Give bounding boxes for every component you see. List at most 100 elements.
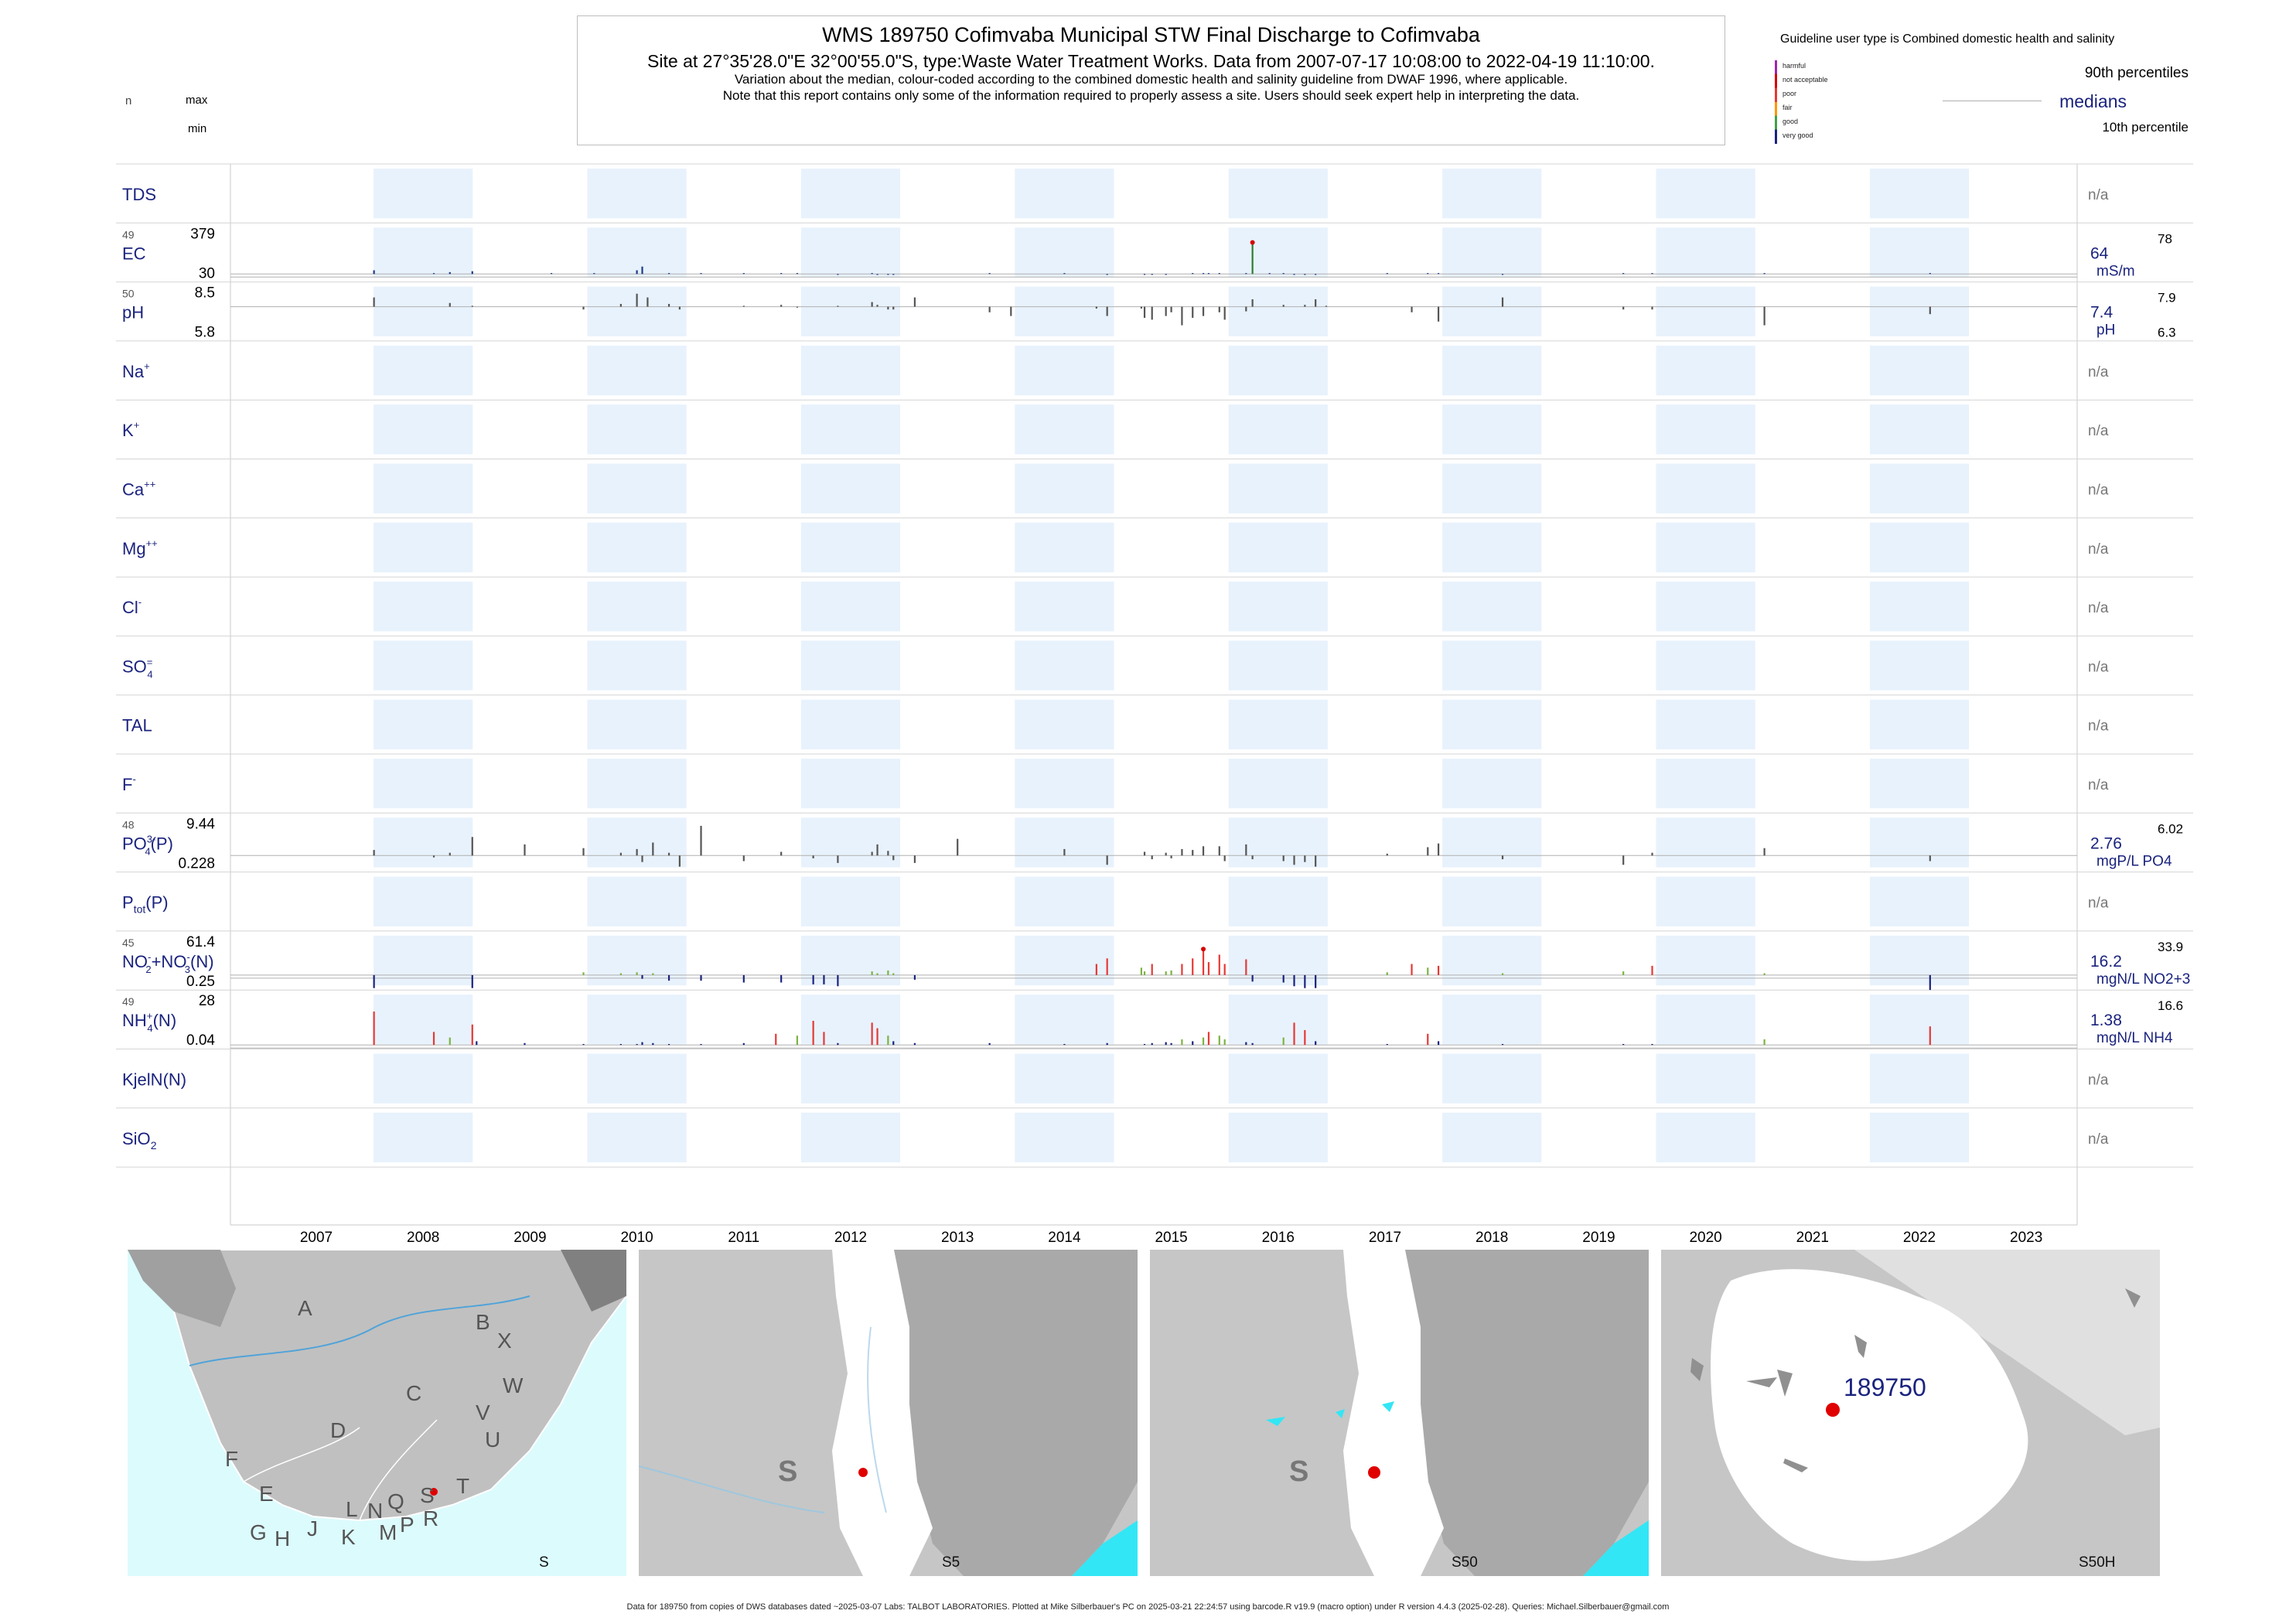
year-band — [1869, 227, 1970, 278]
row-label-ca: Ca++ — [122, 479, 155, 500]
map-panel-south-africa: A B X W C V U D T F E S G H J L N Q R K … — [128, 1250, 626, 1576]
s50h-map — [1690, 1250, 2160, 1561]
year-band — [1015, 522, 1114, 573]
row-min-ec: 30 — [199, 265, 215, 281]
row-median-nh4: 1.38 — [2090, 1012, 2122, 1029]
corner-n-label: n — [125, 94, 132, 107]
row-n-nh4: 49 — [122, 995, 135, 1008]
x-tick-label: 2014 — [1048, 1230, 1081, 1246]
year-band — [800, 1112, 901, 1163]
year-band — [1656, 817, 1755, 868]
year-band — [587, 699, 687, 749]
row-label-ph: pH — [122, 303, 144, 322]
year-band — [587, 935, 687, 986]
year-band — [587, 1053, 687, 1104]
map-letter-e: E — [259, 1482, 274, 1506]
row-p90-nh4: 16.6 — [2158, 998, 2183, 1013]
year-band — [1442, 227, 1542, 278]
x-tick-label: 2021 — [1796, 1230, 1829, 1246]
guideline-title: Guideline user type is Combined domestic… — [1780, 32, 2115, 46]
year-band — [1015, 640, 1114, 691]
map-letter-l: L — [346, 1497, 358, 1521]
row-na-f: n/a — [2088, 777, 2109, 793]
year-band — [1015, 169, 1114, 219]
year-band — [1869, 1112, 1970, 1163]
row-na-kjeln: n/a — [2088, 1073, 2109, 1089]
row-median-nox: 16.2 — [2090, 953, 2122, 971]
map-letter-v: V — [476, 1401, 490, 1424]
year-band — [587, 169, 687, 219]
map-letter-u: U — [485, 1428, 501, 1452]
year-band — [374, 640, 473, 691]
year-band — [1656, 995, 1755, 1045]
map-region-s50: S — [1289, 1455, 1309, 1488]
year-band — [1015, 759, 1114, 809]
year-band — [1656, 404, 1755, 455]
legend-10th-percentile: 10th percentile — [2102, 120, 2189, 135]
year-band — [1442, 699, 1542, 749]
year-band — [800, 227, 901, 278]
row-unit-nh4: mgN/L NH4 — [2096, 1030, 2173, 1046]
year-band — [1442, 522, 1542, 573]
row-na-sio2: n/a — [2088, 1131, 2109, 1148]
year-band — [800, 169, 901, 219]
row-min-ph: 5.8 — [195, 325, 215, 341]
year-band — [1869, 699, 1970, 749]
row-min-nox: 0.25 — [186, 974, 215, 990]
row-p90-ph: 7.9 — [2158, 291, 2176, 305]
year-band — [800, 1053, 901, 1104]
row-n-ec: 49 — [122, 228, 135, 241]
x-tick-label: 2016 — [1262, 1230, 1295, 1246]
year-band — [1442, 169, 1542, 219]
row-label-tds: TDS — [122, 185, 156, 204]
map-letter-k: K — [341, 1525, 356, 1549]
header-note-disclaimer: Note that this report contains only some… — [722, 88, 1580, 103]
year-band — [1656, 522, 1755, 573]
guideline-legend: harmful not acceptable poor fair good ve… — [1775, 59, 1860, 145]
year-band — [374, 463, 473, 513]
year-band — [374, 404, 473, 455]
year-band — [1869, 345, 1970, 396]
year-band — [374, 1053, 473, 1104]
row-label-ec: EC — [122, 244, 146, 263]
map-panel-label-s50: S50 — [1452, 1554, 1478, 1571]
legend-fair: fair — [1783, 104, 1793, 111]
year-band — [1015, 935, 1114, 986]
year-band — [1015, 227, 1114, 278]
year-band — [587, 1112, 687, 1163]
year-band — [1228, 817, 1328, 868]
max-marker — [1250, 240, 1255, 245]
year-band — [374, 169, 473, 219]
year-band — [1015, 995, 1114, 1045]
page-subtitle: Site at 27°35'28.0"E 32°00'55.0"S, type:… — [647, 51, 1655, 71]
year-band — [1869, 169, 1970, 219]
row-label-so4: SO= 4 — [122, 656, 153, 680]
year-band — [1869, 1053, 1970, 1104]
year-band — [1228, 1112, 1328, 1163]
year-band — [800, 286, 901, 336]
row-unit-nox: mgN/L NO2+3 — [2096, 971, 2190, 988]
year-band — [587, 876, 687, 926]
row-label-na: Na+ — [122, 360, 150, 381]
year-band — [1656, 169, 1755, 219]
year-band — [1228, 1053, 1328, 1104]
map-letter-d: D — [330, 1418, 346, 1442]
year-band — [1656, 699, 1755, 749]
south-africa-map — [128, 1250, 626, 1522]
row-na-mg: n/a — [2088, 541, 2109, 558]
year-band — [1015, 699, 1114, 749]
row-median-po4: 2.76 — [2090, 834, 2122, 852]
row-n-po4: 48 — [122, 818, 135, 831]
year-band — [587, 582, 687, 632]
year-band — [1442, 463, 1542, 513]
s5-map — [639, 1250, 1138, 1576]
map-letter-b: B — [476, 1310, 490, 1334]
year-band — [1228, 345, 1328, 396]
year-band — [587, 463, 687, 513]
year-band — [587, 345, 687, 396]
year-band — [1869, 876, 1970, 926]
year-band — [374, 345, 473, 396]
map-letter-t: T — [456, 1474, 470, 1498]
year-band — [1015, 876, 1114, 926]
year-band — [1228, 463, 1328, 513]
